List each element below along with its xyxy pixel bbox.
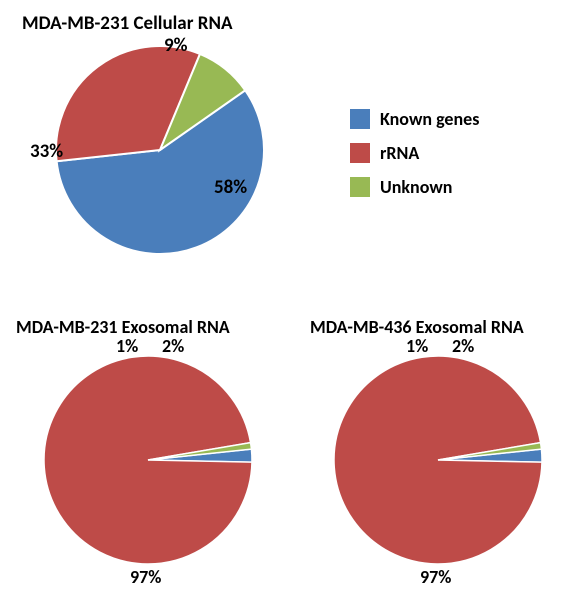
- slice-label-cellular-unknown: 9%: [164, 34, 187, 57]
- slice-label-exo231-unknown: 1%: [116, 335, 138, 357]
- slice-label-cellular-known: 58%: [214, 176, 247, 199]
- slice-label-exo436-known: 2%: [452, 335, 474, 357]
- slice-label-exo436-rrna: 97%: [420, 566, 451, 588]
- slice-label-exo436-unknown: 1%: [406, 335, 428, 357]
- figure: { "legend": { "items": [ { "label": "Kno…: [0, 0, 579, 600]
- slice-label-cellular-rrna: 33%: [30, 140, 63, 163]
- slice-label-exo231-known: 2%: [162, 335, 184, 357]
- slice-label-exo231-rrna: 97%: [130, 566, 161, 588]
- pie-exo436: [0, 0, 579, 600]
